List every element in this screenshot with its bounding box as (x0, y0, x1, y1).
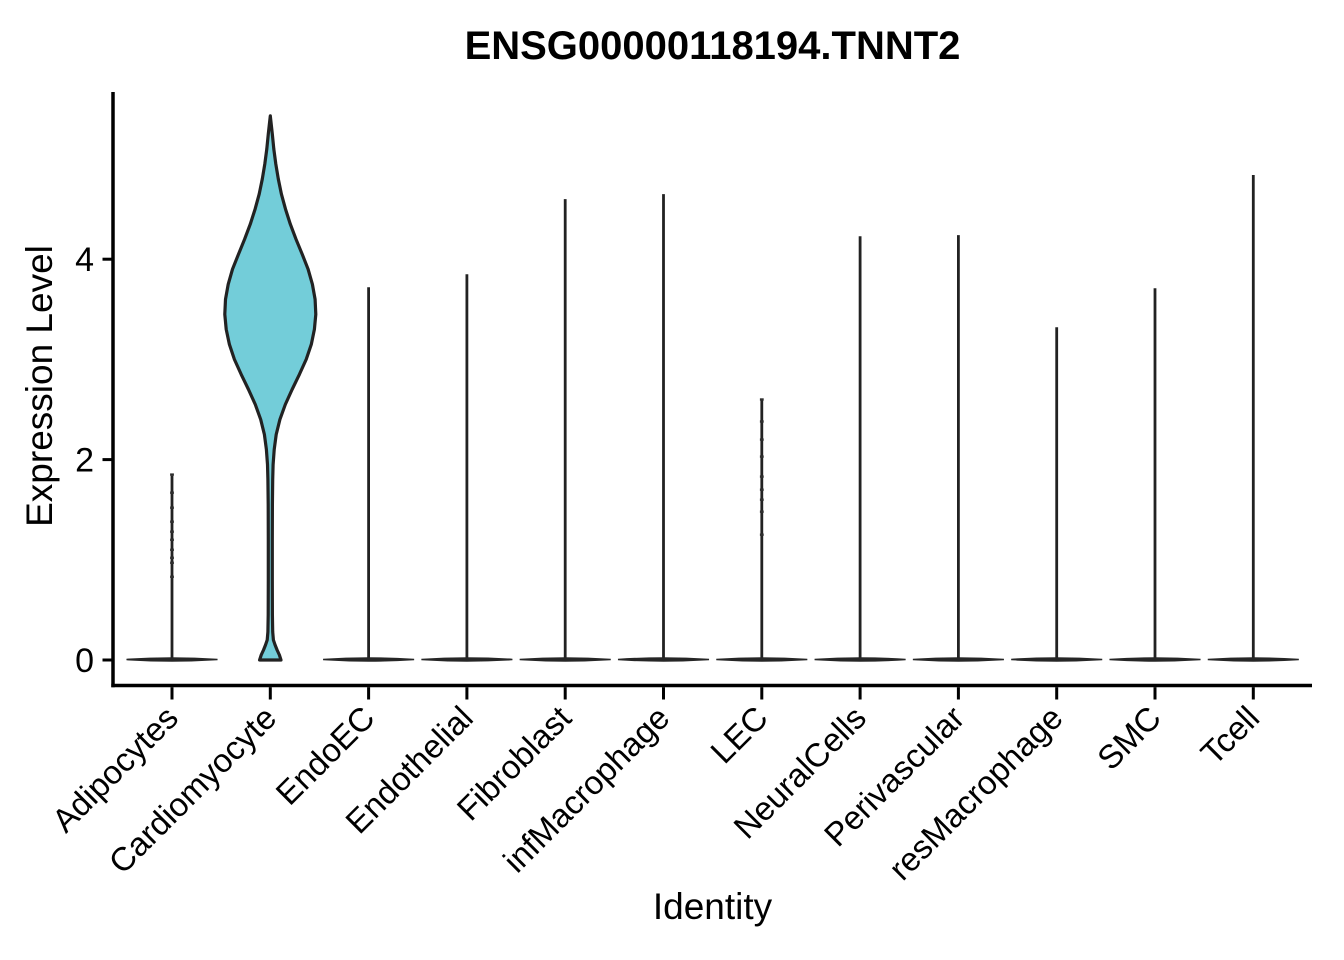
cell-point-LEC (759, 498, 764, 501)
y-axis-title: Expression Level (19, 245, 60, 527)
zero-bar-Endothelial (421, 657, 513, 662)
cell-point-Adipocytes (170, 491, 174, 494)
y-tick-label: 4 (75, 241, 94, 279)
zero-bar-Tcell (1207, 657, 1299, 662)
cell-point-Adipocytes (170, 548, 174, 551)
cell-point-Adipocytes (170, 530, 174, 533)
zero-bar-SMC (1109, 657, 1201, 662)
x-axis-title: Identity (652, 886, 773, 927)
x-tick-label-Cardiomyocyte: Cardiomyocyte (101, 699, 283, 881)
zero-bar-infMacrophage (617, 657, 710, 662)
x-tick-label-infMacrophage: infMacrophage (496, 699, 677, 880)
x-tick-label-SMC: SMC (1090, 699, 1168, 777)
cell-point-LEC (759, 533, 764, 536)
cell-point-Adipocytes (170, 520, 174, 523)
zero-bar-Adipocytes (126, 657, 218, 662)
y-tick-label: 0 (75, 642, 94, 680)
cell-point-LEC (759, 488, 764, 491)
cell-point-Adipocytes (170, 506, 174, 509)
zero-bar-NeuralCells (814, 657, 906, 662)
x-tick-label-Tcell: Tcell (1193, 699, 1266, 772)
violin-Cardiomyocyte (223, 114, 318, 662)
cell-point-Adipocytes (170, 538, 174, 541)
zero-bar-EndoEC (323, 657, 415, 662)
y-tick-label: 2 (75, 442, 94, 480)
cell-point-Adipocytes (170, 473, 174, 476)
x-tick-label-resMacrophage: resMacrophage (881, 699, 1069, 887)
cell-point-Adipocytes (170, 556, 174, 559)
cell-point-LEC (759, 510, 764, 513)
zero-bar-resMacrophage (1011, 657, 1103, 662)
x-tick-label-LEC: LEC (703, 699, 775, 771)
zero-bar-Fibroblast (519, 657, 611, 662)
chart-title: ENSG00000118194.TNNT2 (464, 24, 961, 68)
cell-point-LEC (759, 398, 764, 401)
cell-point-Adipocytes (170, 575, 174, 578)
cell-point-LEC (759, 420, 764, 423)
zero-bar-Perivascular (912, 657, 1004, 662)
cell-point-LEC (759, 438, 764, 441)
cell-point-LEC (759, 475, 764, 478)
zero-bar-LEC (716, 657, 808, 662)
cell-point-LEC (759, 455, 764, 458)
cell-point-Adipocytes (170, 561, 174, 564)
